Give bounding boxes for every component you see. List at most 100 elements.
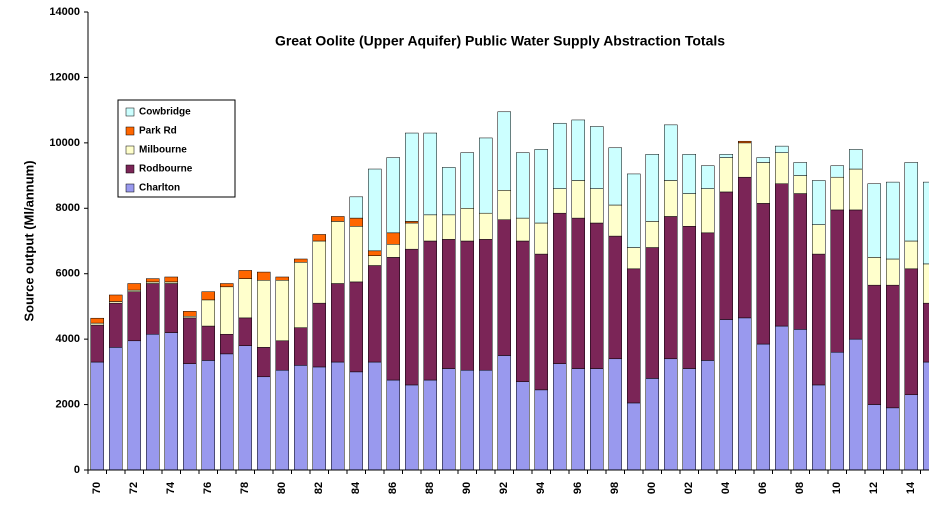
bar-segment <box>812 180 826 225</box>
bar-segment <box>423 132 437 216</box>
bar-segment <box>368 250 382 256</box>
bar-segment <box>294 327 308 366</box>
bar-segment <box>553 122 567 189</box>
bar-segment <box>516 217 530 242</box>
bar-segment <box>164 283 178 333</box>
bar-segment <box>534 253 548 391</box>
bar-segment <box>331 361 345 471</box>
bar-segment <box>664 180 678 217</box>
bar-segment <box>386 232 400 245</box>
y-tick-label: 6000 <box>56 268 80 280</box>
bar-segment <box>849 338 863 471</box>
x-tick-label: 82 <box>313 482 325 494</box>
x-tick-label: 06 <box>757 482 769 494</box>
x-tick-label: 10 <box>831 482 843 494</box>
bar-segment <box>867 404 881 471</box>
bar-segment <box>368 361 382 471</box>
bar-segment <box>571 119 585 181</box>
bar-segment <box>331 283 345 363</box>
bar-segment <box>405 132 419 222</box>
y-tick-label: 8000 <box>56 202 80 214</box>
bar-segment <box>497 111 511 191</box>
bar-segment <box>146 278 160 283</box>
bar-segment <box>793 193 807 330</box>
bar-segment <box>571 180 585 219</box>
bar-segment <box>164 276 178 283</box>
legend-swatch <box>125 164 135 174</box>
x-tick-label: 14 <box>905 481 917 494</box>
legend-label: Milbourne <box>139 145 187 156</box>
bar-segment <box>386 379 400 471</box>
bar-segment <box>516 381 530 471</box>
bar-segment <box>867 257 881 286</box>
legend-swatch <box>125 183 135 193</box>
bar-segment <box>719 154 733 158</box>
bar-segment <box>201 299 215 327</box>
bar-segment <box>349 196 363 219</box>
bar-segment <box>294 365 308 471</box>
x-tick-label: 90 <box>461 482 473 494</box>
bar-segment <box>312 234 326 242</box>
bar-segment <box>90 322 104 326</box>
bar-segment <box>738 317 752 471</box>
bar-segment <box>368 265 382 363</box>
x-tick-label: 80 <box>276 482 288 494</box>
bar-segment <box>460 208 474 242</box>
bar-segment <box>571 217 585 369</box>
bar-segment <box>386 257 400 381</box>
bar-segment <box>238 270 252 279</box>
bar-segment <box>479 137 493 214</box>
bar-segment <box>238 317 252 346</box>
bar-segment <box>183 363 197 471</box>
x-tick-label: 94 <box>535 481 547 494</box>
bar-segment <box>109 294 123 302</box>
bar-segment <box>164 332 178 471</box>
bar-segment <box>109 347 123 471</box>
bar-segment <box>793 329 807 471</box>
bar-segment <box>886 284 900 409</box>
bar-segment <box>812 224 826 255</box>
bar-segment <box>90 317 104 324</box>
bar-segment <box>109 302 123 348</box>
x-tick-label: 08 <box>794 482 806 494</box>
x-tick-label: 96 <box>572 482 584 494</box>
bar-segment <box>590 222 604 369</box>
bar-segment <box>645 221 659 248</box>
x-tick-label: 92 <box>498 482 510 494</box>
bar-segment <box>627 268 641 404</box>
bar-segment <box>127 340 141 471</box>
bar-segment <box>386 157 400 234</box>
bar-segment <box>183 317 197 364</box>
x-tick-label: 88 <box>424 482 436 494</box>
bar-segment <box>349 226 363 283</box>
bar-segment <box>257 347 271 378</box>
bar-segment <box>756 203 770 345</box>
bar-segment <box>534 149 548 224</box>
y-tick-label: 0 <box>74 464 80 476</box>
bar-segment <box>701 165 715 189</box>
bar-segment <box>886 407 900 471</box>
x-tick-label: 84 <box>350 481 362 494</box>
x-tick-label: 00 <box>646 482 658 494</box>
bar-segment <box>849 209 863 340</box>
bar-segment <box>793 162 807 176</box>
bar-segment <box>534 222 548 255</box>
bar-segment <box>682 226 696 369</box>
bar-segment <box>904 394 918 471</box>
bar-segment <box>775 145 789 153</box>
bar-segment <box>904 268 918 396</box>
bar-segment <box>553 363 567 471</box>
bar-segment <box>479 369 493 471</box>
bar-segment <box>90 324 104 363</box>
bar-segment <box>830 351 844 471</box>
bar-segment <box>904 240 918 270</box>
bar-segment <box>238 278 252 319</box>
bar-segment <box>775 325 789 471</box>
bar-segment <box>405 248 419 386</box>
y-tick-label: 14000 <box>49 6 80 18</box>
bar-segment <box>312 302 326 368</box>
bar-segment <box>775 183 789 327</box>
bar-segment <box>701 360 715 471</box>
y-tick-label: 10000 <box>49 137 80 149</box>
bar-segment <box>701 232 715 361</box>
